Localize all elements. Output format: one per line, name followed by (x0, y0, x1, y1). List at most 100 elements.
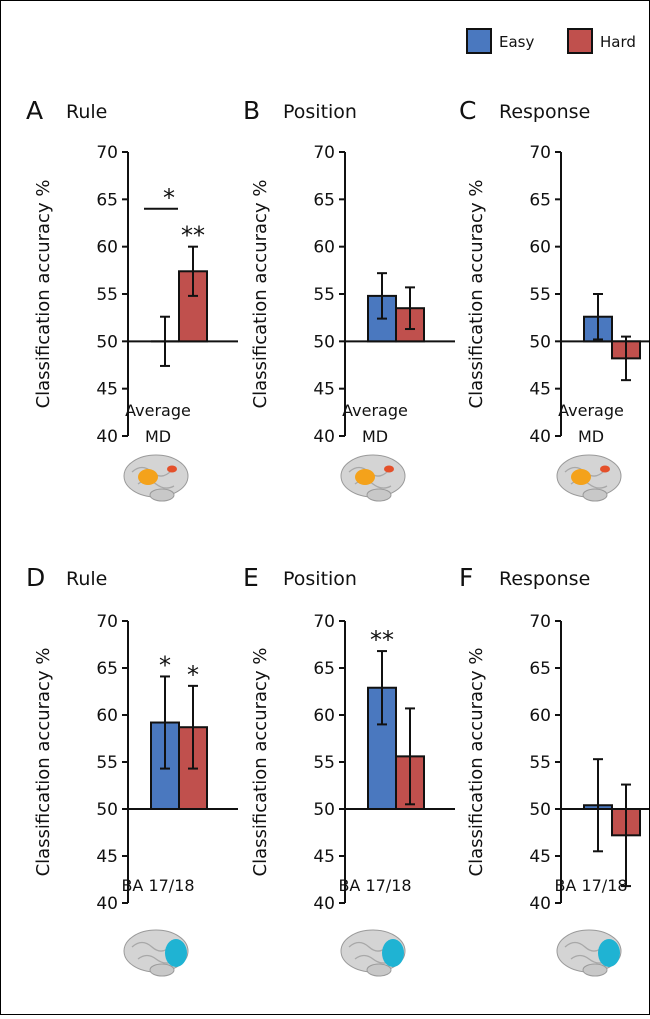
brain-md-region (167, 465, 177, 473)
y-tick-label: 40 (96, 427, 118, 447)
y-tick-label: 40 (96, 894, 118, 914)
y-tick-label: 55 (313, 285, 335, 305)
y-tick-label: 50 (313, 800, 335, 820)
bar-hard (395, 307, 425, 343)
brain-image (556, 454, 622, 502)
y-tick-label: 65 (96, 659, 118, 679)
y-tick-label: 70 (96, 612, 118, 632)
panel-title: Rule (66, 101, 107, 123)
brain-md-region (571, 469, 591, 485)
y-tick-label: 60 (529, 238, 551, 258)
panel-letter: F (459, 563, 473, 592)
significance-marker: * (159, 651, 171, 679)
y-tick-label: 65 (313, 190, 335, 210)
y-tick-label: 50 (313, 332, 335, 352)
legend-label: Easy (499, 33, 534, 51)
y-axis-label: Classification accuracy % (33, 648, 54, 877)
brain-cerebellum (149, 488, 175, 502)
y-tick-label: 50 (96, 332, 118, 352)
y-tick-label: 45 (96, 380, 118, 400)
y-tick-label: 50 (96, 800, 118, 820)
y-tick-label: 60 (529, 706, 551, 726)
y-tick-label: 65 (96, 190, 118, 210)
y-tick-label: 70 (96, 143, 118, 163)
brain-cerebellum (366, 963, 392, 977)
y-tick-label: 45 (313, 380, 335, 400)
brain-cerebellum (149, 963, 175, 977)
brain-image (340, 929, 406, 977)
bar-hard (178, 270, 208, 343)
region-label: Average (125, 401, 191, 420)
brain-cerebellum (366, 488, 392, 502)
y-tick-label: 55 (96, 285, 118, 305)
brain-md-region (355, 469, 375, 485)
y-tick-label: 70 (529, 143, 551, 163)
y-tick-label: 40 (529, 427, 551, 447)
panel-letter: E (243, 563, 259, 592)
y-tick-label: 65 (529, 659, 551, 679)
y-tick-label: 45 (529, 380, 551, 400)
panel-title: Response (499, 101, 590, 123)
brain-image (340, 454, 406, 502)
chart-panel-e: E Position Classification accuracy % 40 45 50… (243, 563, 455, 977)
legend: Easy Hard (466, 28, 636, 54)
brain-visual-region (165, 939, 187, 967)
significance-marker: ** (370, 626, 394, 654)
panel-title: Rule (66, 568, 107, 590)
y-tick-label: 55 (313, 753, 335, 773)
y-tick-label: 60 (96, 238, 118, 258)
panel-letter: A (26, 96, 43, 125)
y-axis-label: Classification accuracy % (466, 180, 487, 409)
chart-panel-b: B Position Classification accuracy % 40 45 50… (243, 96, 455, 502)
panel-title: Position (283, 101, 357, 123)
panel-letter: D (26, 563, 45, 592)
region-label: Average (558, 401, 624, 420)
y-tick-label: 50 (529, 800, 551, 820)
y-axis-label: Classification accuracy % (33, 180, 54, 409)
brain-image (123, 929, 189, 977)
brain-image (123, 454, 189, 502)
brain-cerebellum (582, 963, 608, 977)
y-tick-label: 55 (96, 753, 118, 773)
brain-visual-region (382, 939, 404, 967)
chart-panel-d: D Rule Classification accuracy % 40 45 50 55 60… (26, 563, 238, 977)
panel-title: Position (283, 568, 357, 590)
panel-letter: C (459, 96, 476, 125)
y-tick-label: 40 (313, 427, 335, 447)
legend-item-hard: Hard (567, 28, 636, 54)
y-tick-label: 70 (529, 612, 551, 632)
y-tick-label: 45 (313, 847, 335, 867)
legend-swatch (567, 28, 593, 54)
brain-md-region (384, 465, 394, 473)
y-tick-label: 40 (529, 894, 551, 914)
y-tick-label: 55 (529, 753, 551, 773)
y-tick-label: 50 (529, 332, 551, 352)
significance-marker: * (163, 184, 175, 212)
y-axis-label: Classification accuracy % (250, 648, 271, 877)
region-label: MD (362, 427, 388, 446)
brain-md-region (138, 469, 158, 485)
region-label: BA 17/18 (121, 876, 194, 895)
chart-panel-f: F Response Classification accuracy % 40 45 50… (459, 563, 650, 977)
y-tick-label: 60 (313, 238, 335, 258)
y-tick-label: 40 (313, 894, 335, 914)
y-tick-label: 60 (96, 706, 118, 726)
brain-image (556, 929, 622, 977)
y-tick-label: 65 (313, 659, 335, 679)
significance-marker: ** (181, 222, 205, 250)
legend-item-easy: Easy (466, 28, 534, 54)
brain-md-region (600, 465, 610, 473)
brain-visual-region (598, 939, 620, 967)
y-tick-label: 70 (313, 143, 335, 163)
region-label: MD (578, 427, 604, 446)
significance-marker: * (187, 661, 199, 689)
y-axis-label: Classification accuracy % (466, 648, 487, 877)
y-tick-label: 65 (529, 190, 551, 210)
legend-swatch (466, 28, 492, 54)
legend-label: Hard (600, 33, 636, 51)
region-label: MD (145, 427, 171, 446)
chart-panel-c: C Response Classification accuracy % 40 45 50… (459, 96, 650, 502)
region-label: Average (342, 401, 408, 420)
y-tick-label: 70 (313, 612, 335, 632)
